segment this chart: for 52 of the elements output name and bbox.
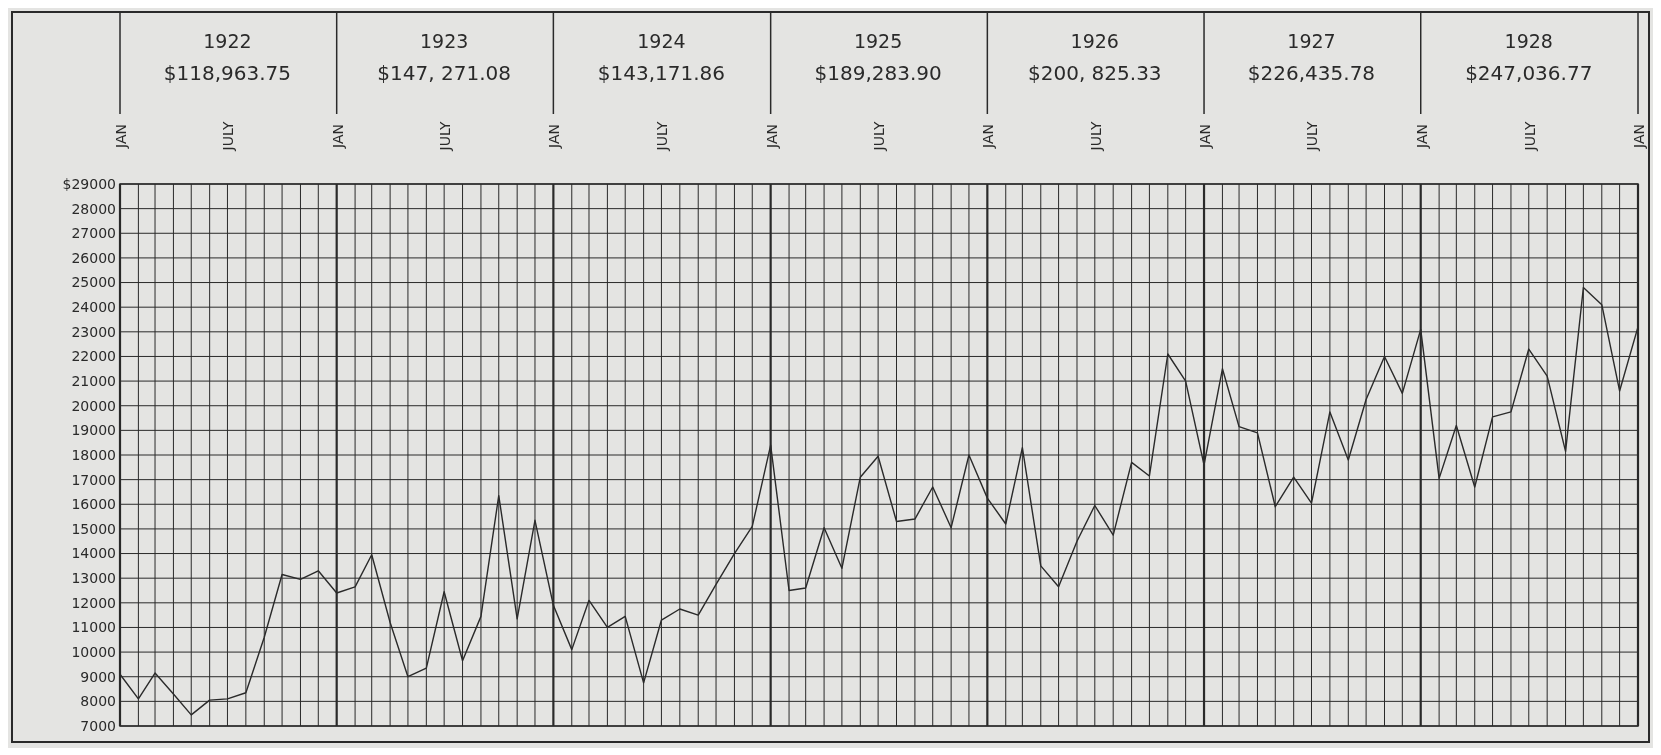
text: $247,036.77 (1465, 61, 1593, 85)
y-tick-label: 7000 (80, 717, 116, 734)
x2-tick-label: 1924 (637, 30, 686, 52)
x2-tick-label: 1926 (1070, 30, 1119, 52)
x-tick-label: JULY (437, 121, 454, 152)
x-tick-label: JULY (1087, 121, 1104, 152)
y-tick-label: 23000 (71, 323, 116, 340)
y-tick-label: 16000 (71, 496, 116, 513)
y-tick-label: 12000 (71, 594, 116, 611)
y-tick-label: 8000 (80, 693, 116, 710)
text: $189,283.90 (814, 61, 942, 85)
y-tick-label: 15000 (71, 520, 116, 537)
x-tick-label: JAN (329, 124, 346, 149)
x-tick-label: JAN (546, 124, 563, 149)
y-tick-label: $29000 (62, 175, 116, 192)
x-tick-label: JULY (1521, 121, 1538, 152)
y-tick-label: 25000 (71, 274, 116, 291)
y-tick-label: 28000 (71, 200, 116, 217)
y-tick-label: 26000 (71, 249, 116, 266)
text: $118,963.75 (163, 61, 292, 85)
x2-tick-label: 1923 (419, 30, 469, 52)
x-tick-label: JAN (1413, 124, 1430, 149)
x-tick-label: JAN (1197, 124, 1214, 149)
x2-tick-label: 1922 (203, 30, 252, 52)
text: $143,171.86 (597, 61, 726, 85)
x-tick-label: JULY (871, 121, 888, 152)
x-tick-label: JAN (113, 124, 129, 149)
y-tick-label: 17000 (71, 471, 116, 488)
x-tick-label: JAN (980, 124, 997, 149)
x-tick-label: JULY (654, 121, 671, 152)
text: $200, 825.33 (1028, 61, 1162, 85)
y-tick-label: 13000 (71, 570, 116, 587)
x-tick-label: JAN (1631, 124, 1647, 149)
x2-tick-label: 1925 (853, 30, 903, 52)
y-tick-label: 11000 (71, 619, 116, 636)
x2-tick-label: 1927 (1287, 30, 1336, 52)
x-tick-label: JULY (1304, 121, 1321, 152)
x-tick-label: JULY (220, 121, 237, 152)
y-tick-label: 9000 (80, 668, 116, 685)
x2-tick-label: 1928 (1504, 30, 1553, 52)
text: $226,435.78 (1247, 61, 1376, 85)
y-tick-label: 24000 (71, 299, 116, 316)
y-tick-label: 22000 (71, 348, 116, 365)
y-tick-label: 21000 (71, 372, 116, 389)
y-tick-label: 14000 (71, 545, 116, 562)
text: $147, 271.08 (377, 61, 511, 85)
y-tick-label: 18000 (71, 446, 116, 463)
y-tick-label: 20000 (71, 397, 116, 414)
x-tick-label: JAN (763, 124, 780, 149)
y-tick-label: 10000 (71, 643, 116, 660)
y-tick-label: 27000 (71, 225, 116, 242)
y-tick-label: 19000 (71, 422, 116, 439)
